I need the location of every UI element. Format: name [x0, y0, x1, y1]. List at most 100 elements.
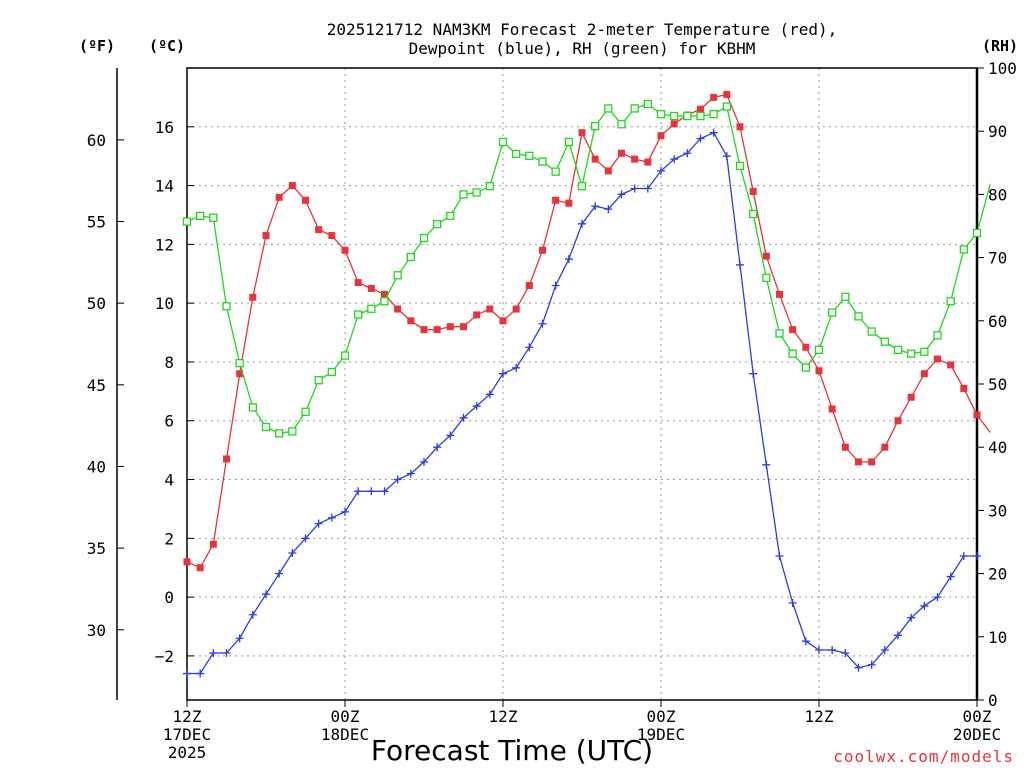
- rh-point: [354, 310, 363, 319]
- dewpoint-point: [512, 363, 521, 372]
- rh-point: [485, 182, 494, 191]
- dewpoint-point: [564, 255, 573, 264]
- rh-tick-label: 100: [988, 59, 1017, 78]
- temperature-point: [868, 458, 876, 466]
- temperature-point: [934, 355, 941, 363]
- dewpoint-point: [354, 487, 363, 496]
- rh-point: [972, 228, 982, 238]
- dewpoint-point: [209, 648, 218, 657]
- temperature-point: [894, 417, 902, 425]
- rh-point: [814, 345, 824, 355]
- temperature-point: [578, 129, 586, 137]
- dewpoint-point: [235, 634, 244, 643]
- series-line-relative-humidity: [186, 103, 991, 434]
- x-tick-label: 20DEC: [953, 725, 1001, 744]
- axes: −2 0 2 4 6 8 10 12 14 16 30 35 40 45 50 55 60 0 10 20 30 40 50…: [87, 59, 1017, 762]
- rh-point: [604, 104, 613, 113]
- rh-point: [762, 273, 771, 282]
- celsius-tick-label: 6: [164, 412, 174, 431]
- dewpoint-point: [393, 475, 402, 484]
- x-tick-label: 12Z: [805, 707, 834, 726]
- rh-point: [722, 102, 731, 111]
- temperature-point: [446, 323, 454, 331]
- temperature-point: [881, 443, 889, 451]
- temperature-point: [196, 564, 204, 572]
- rh-point: [577, 182, 587, 191]
- dewpoint-point: [696, 134, 705, 143]
- rh-point: [735, 161, 745, 171]
- dewpoint-point: [196, 669, 205, 678]
- x-tick-label: 00Z: [647, 707, 676, 726]
- dewpoint-point: [959, 551, 968, 560]
- temperature-point: [855, 458, 862, 466]
- dewpoint-point: [933, 593, 942, 602]
- temperature-point: [249, 293, 257, 301]
- rh-point: [670, 111, 679, 121]
- dewpoint-point: [525, 343, 534, 352]
- dewpoint-point: [722, 152, 731, 161]
- rh-point: [406, 252, 415, 262]
- temperature-point: [262, 232, 270, 240]
- rh-point: [327, 367, 336, 377]
- temperature-point: [328, 232, 336, 240]
- rh-tick-label: 30: [988, 501, 1007, 520]
- celsius-tick-label: 8: [164, 353, 174, 372]
- dewpoint-point: [499, 369, 507, 378]
- rh-point: [340, 351, 350, 360]
- dewpoint-point: [341, 507, 349, 516]
- temperature-point: [565, 199, 573, 207]
- dewpoint-point: [815, 646, 823, 655]
- celsius-tick-label: 4: [164, 471, 174, 490]
- celsius-unit-label: (ºC): [149, 37, 185, 55]
- chart-title-line1: 2025121712 NAM3KM Forecast 2-meter Tempe…: [327, 20, 838, 39]
- rh-point: [828, 308, 837, 317]
- rh-point: [749, 209, 758, 219]
- temperature-point: [183, 558, 191, 566]
- rh-point: [196, 211, 205, 221]
- temperature-point: [710, 93, 718, 101]
- rh-point: [591, 121, 600, 131]
- series-line-dewpoint: [187, 131, 977, 675]
- dewpoint-point: [617, 190, 626, 199]
- temperature-point: [657, 132, 665, 140]
- dewpoint-point: [551, 281, 560, 290]
- rh-tick-label: 10: [988, 628, 1007, 647]
- rh-point: [841, 292, 850, 301]
- temperature-point: [381, 290, 388, 298]
- dewpoint-point: [433, 443, 442, 452]
- fahrenheit-tick-label: 30: [87, 621, 106, 640]
- dewpoint-point: [275, 569, 284, 578]
- rh-point: [959, 245, 968, 254]
- rh-point: [433, 219, 442, 229]
- gridlines: [187, 68, 977, 700]
- dewpoint-point: [380, 487, 389, 496]
- dewpoint-point: [670, 155, 679, 164]
- plot-frame: [186, 67, 978, 701]
- temperature-point: [736, 123, 744, 131]
- dewpoint-point: [894, 631, 902, 640]
- rh-point: [182, 217, 192, 226]
- rh-point: [538, 157, 547, 166]
- fahrenheit-tick-label: 40: [87, 457, 106, 476]
- dewpoint-point: [907, 613, 916, 622]
- temperature-point: [512, 305, 520, 313]
- celsius-tick-label: 14: [155, 177, 174, 196]
- rh-point: [367, 304, 376, 313]
- rh-point: [419, 233, 429, 243]
- rh-tick-label: 50: [988, 375, 1007, 394]
- dewpoint-point: [630, 184, 639, 193]
- rh-point: [893, 345, 903, 355]
- rh-point: [393, 271, 402, 280]
- dewpoint-point: [248, 610, 257, 619]
- temperature-point: [749, 187, 757, 195]
- rh-tick-label: 90: [988, 122, 1007, 141]
- temperature-point: [828, 405, 836, 413]
- temperature-point: [960, 384, 968, 392]
- rh-point: [630, 104, 639, 113]
- rh-point: [301, 407, 310, 416]
- rh-point: [222, 302, 231, 311]
- temperature-point: [407, 317, 415, 325]
- dewpoint-point: [775, 551, 784, 560]
- temperature-point: [473, 311, 481, 319]
- rh-point: [235, 358, 244, 368]
